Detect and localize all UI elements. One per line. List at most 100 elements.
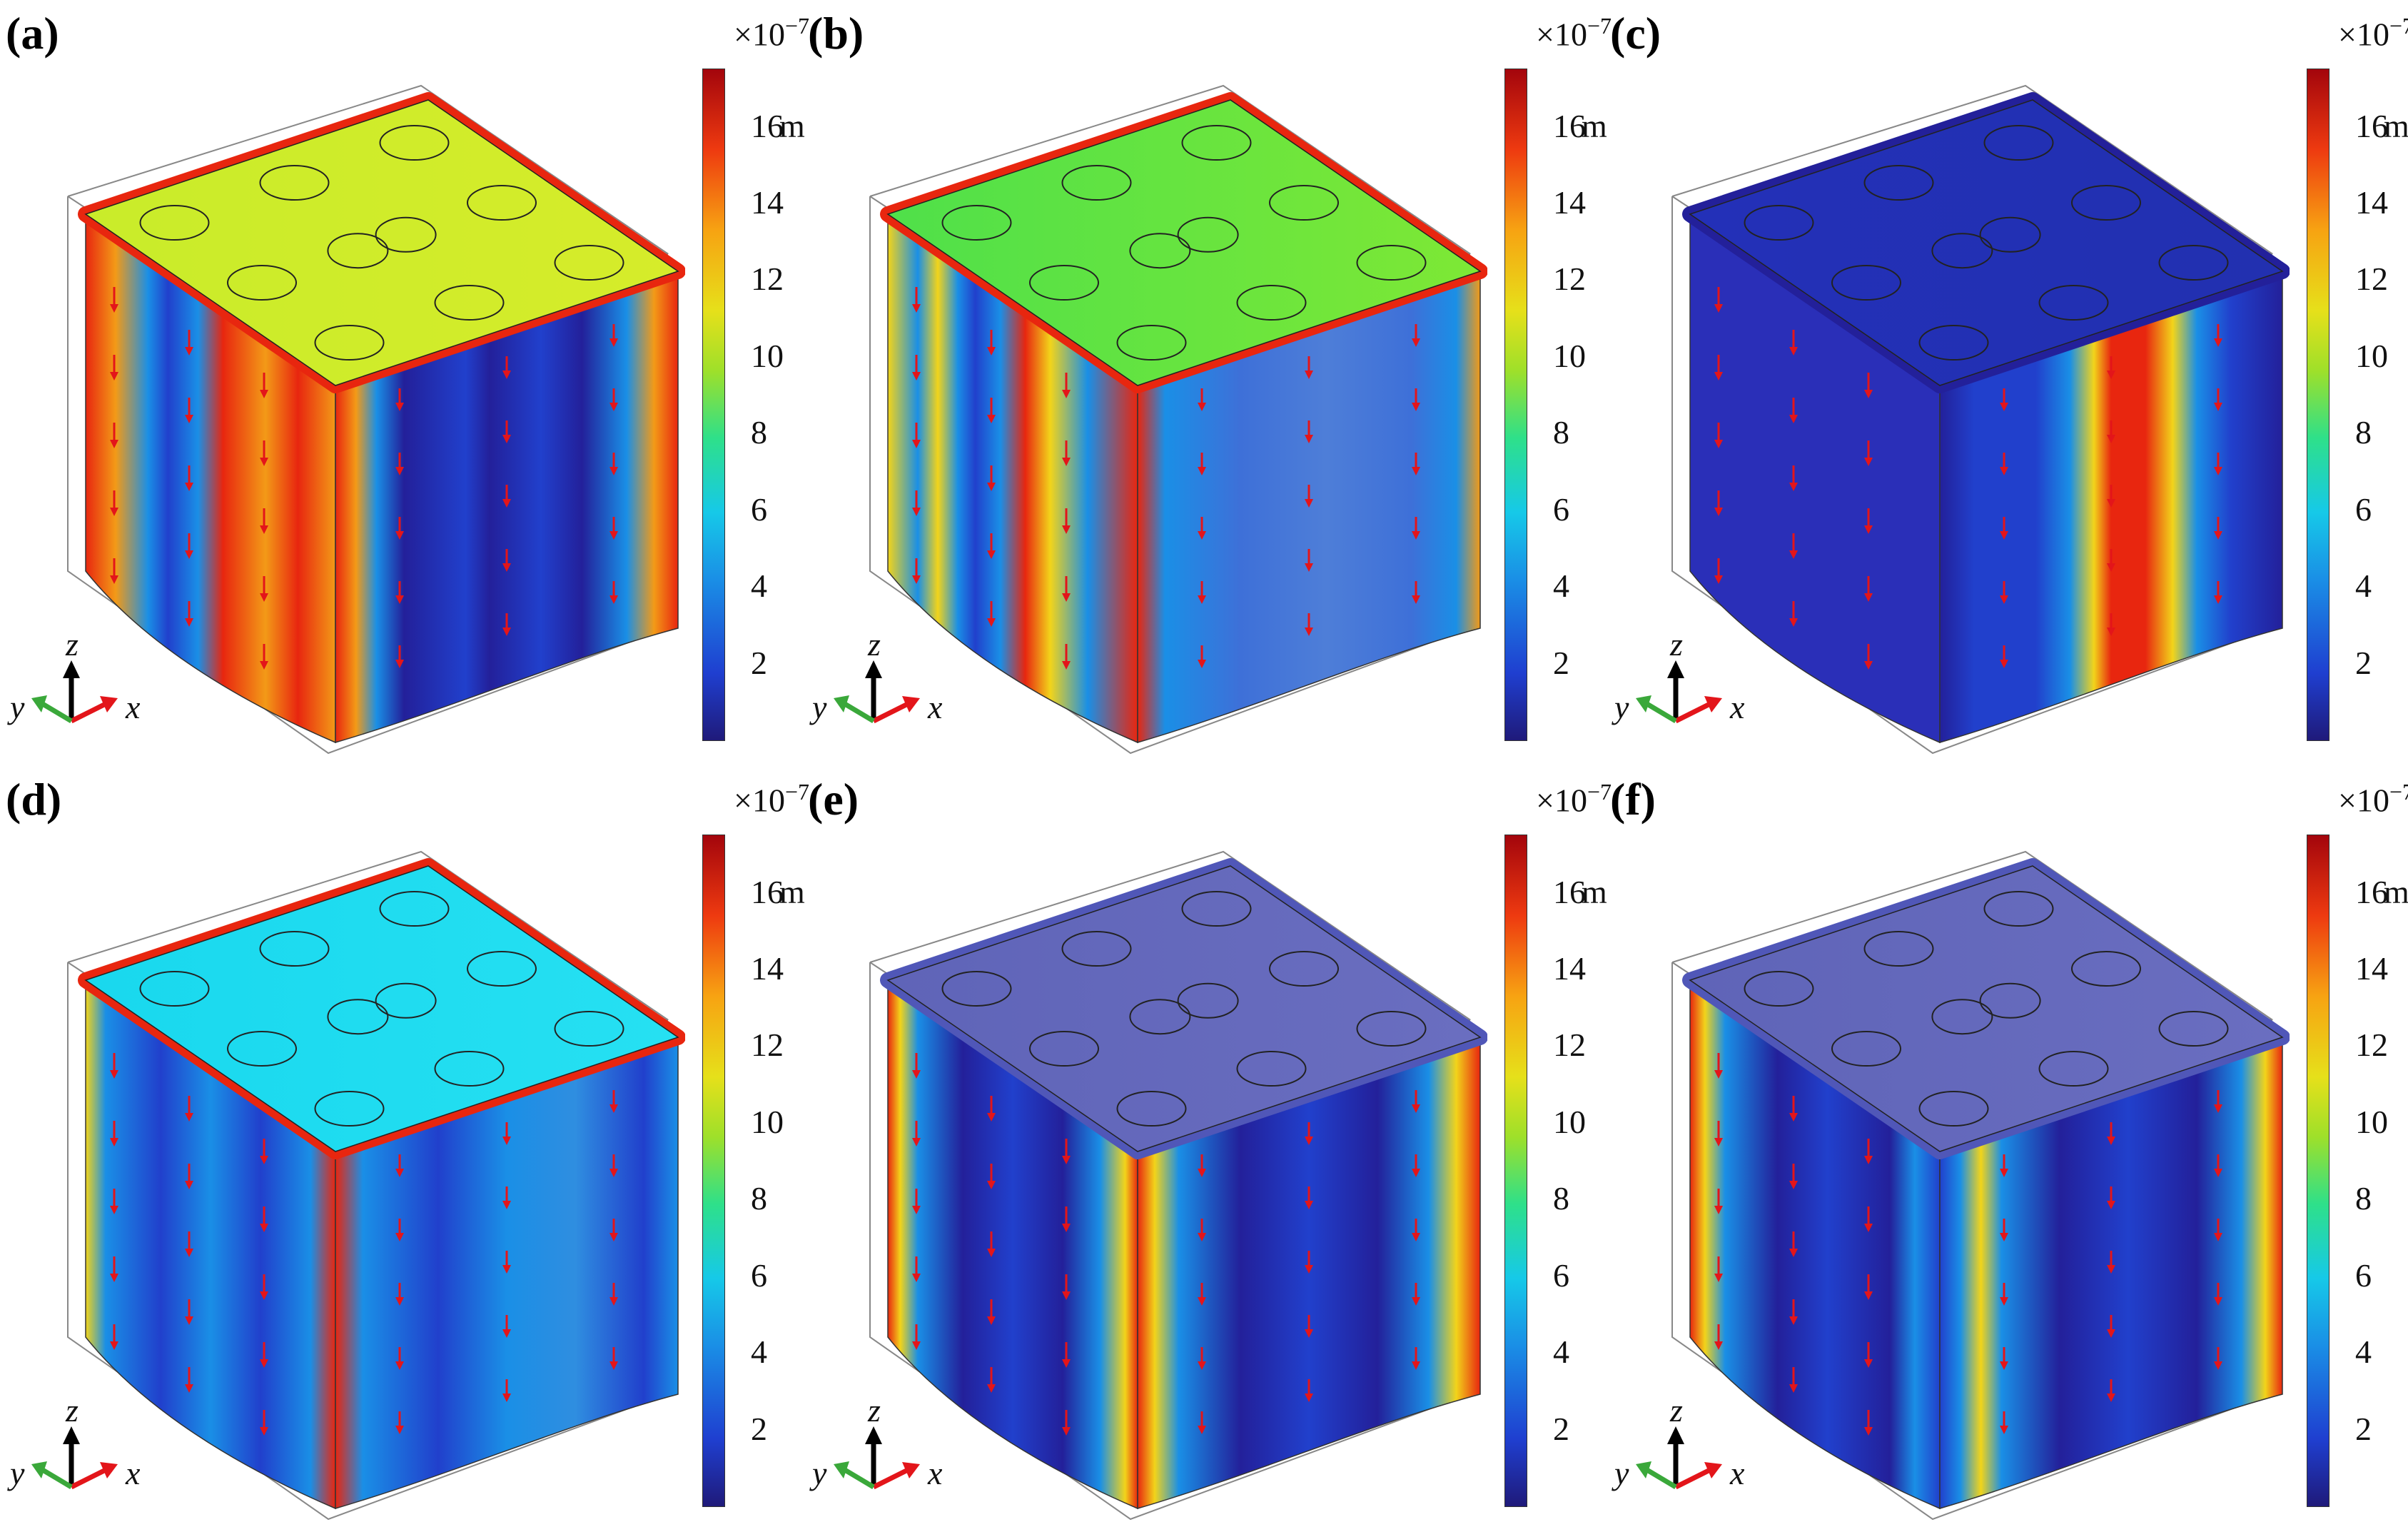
panel-c: (c) z x y ×10−7 2 4 6 8 10 12 14 16 m xyxy=(1604,0,2408,766)
displacement-arrow xyxy=(1412,388,1420,411)
top-hole xyxy=(1918,325,1989,361)
colorbar xyxy=(2307,835,2329,1507)
axis-label-y: y xyxy=(7,1455,25,1491)
cube-plot: z x y xyxy=(7,84,685,755)
displacement-arrow xyxy=(502,356,511,379)
displacement-arrow xyxy=(1714,423,1723,448)
displacement-arrow xyxy=(1062,576,1071,602)
displacement-arrow xyxy=(502,549,511,572)
displacement-arrow xyxy=(395,645,404,668)
top-hole xyxy=(941,971,1012,1007)
displacement-arrow xyxy=(260,440,268,466)
center-hole xyxy=(1129,233,1191,269)
displacement-arrow xyxy=(912,1121,921,1147)
colorbar-tick: 10 xyxy=(1553,337,1586,374)
colorbar-tick: 8 xyxy=(1553,1180,1569,1217)
displacement-arrow xyxy=(1864,440,1873,466)
displacement-arrow xyxy=(1062,1206,1071,1232)
displacement-arrow xyxy=(1305,1379,1313,1402)
displacement-arrow xyxy=(1412,581,1420,604)
displacement-arrow xyxy=(987,533,996,559)
axis-label-z: z xyxy=(65,1392,79,1428)
top-hole xyxy=(1863,165,1934,201)
top-hole xyxy=(1744,971,1814,1007)
colorbar-tick: 10 xyxy=(2355,337,2388,374)
top-hole xyxy=(1181,125,1252,161)
displacement-arrow xyxy=(609,388,618,411)
displacement-arrow xyxy=(912,490,921,516)
displacement-arrow xyxy=(2107,1379,2115,1402)
cube-plot: z x y xyxy=(809,850,1487,1521)
displacement-arrow xyxy=(609,324,618,347)
displacement-arrow xyxy=(912,1189,921,1214)
displacement-arrow xyxy=(1789,601,1798,627)
displacement-arrow xyxy=(185,1096,193,1122)
axis-label-y: y xyxy=(1612,1455,1629,1491)
displacement-arrow xyxy=(1789,533,1798,559)
top-hole xyxy=(2071,951,2141,987)
displacement-arrow xyxy=(1714,1324,1723,1350)
colorbar-tick: 14 xyxy=(1553,950,1586,987)
displacement-arrow xyxy=(2000,1283,2008,1306)
colorbar-unit: m xyxy=(2384,107,2408,144)
displacement-arrow xyxy=(502,1379,511,1402)
colorbar-tick: 14 xyxy=(2355,184,2388,221)
colorbar-tick: 4 xyxy=(2355,1334,2372,1371)
displacement-arrow xyxy=(1714,1053,1723,1079)
displacement-arrow xyxy=(2000,1154,2008,1177)
displacement-arrow xyxy=(1062,508,1071,534)
displacement-arrow xyxy=(1305,420,1313,443)
colorbar xyxy=(702,69,725,741)
top-hole xyxy=(1061,931,1132,967)
colorbar-tick: 10 xyxy=(751,337,784,374)
displacement-arrow xyxy=(609,1219,618,1241)
displacement-arrow xyxy=(2000,517,2008,540)
displacement-arrow xyxy=(260,644,268,670)
axis-label-z: z xyxy=(65,626,79,662)
displacement-arrow xyxy=(2214,517,2222,540)
top-hole xyxy=(1236,285,1307,321)
displacement-arrow xyxy=(1198,645,1206,668)
colorbar xyxy=(702,835,725,1507)
displacement-arrow xyxy=(110,558,118,584)
displacement-arrow xyxy=(2000,645,2008,668)
displacement-arrow xyxy=(395,1283,404,1306)
colorbar-tick: 4 xyxy=(1553,568,1569,605)
top-hole xyxy=(1269,185,1339,221)
colorbar-tick: 12 xyxy=(2355,261,2388,298)
axis-label-y: y xyxy=(1612,689,1629,725)
colorbar-exponent: ×10−7 xyxy=(1536,779,1612,819)
top-hole xyxy=(1116,325,1187,361)
displacement-arrow xyxy=(1198,581,1206,604)
colorbar-tick: 8 xyxy=(2355,1180,2372,1217)
displacement-arrow xyxy=(110,287,118,313)
top-hole xyxy=(554,245,624,281)
axis-label-x: x xyxy=(125,689,141,725)
displacement-arrow xyxy=(912,423,921,448)
colorbar-tick: 10 xyxy=(751,1103,784,1140)
displacement-arrow xyxy=(1864,644,1873,670)
displacement-arrow xyxy=(185,465,193,491)
colorbar-tick: 6 xyxy=(1553,1256,1569,1294)
colorbar-tick: 2 xyxy=(751,1410,767,1447)
displacement-arrow xyxy=(2214,388,2222,411)
displacement-arrow xyxy=(2000,581,2008,604)
axis-label-x: x xyxy=(125,1455,141,1491)
axis-triad: z x y xyxy=(809,1392,943,1491)
panel-a: (a) z x y ×10−7 2 4 6 8 10 12 14 16 m xyxy=(0,0,809,766)
displacement-arrow xyxy=(1305,1186,1313,1209)
axis-label-x: x xyxy=(1729,689,1745,725)
displacement-arrow xyxy=(1864,373,1873,398)
axis-triad: z x y xyxy=(1612,1392,1745,1491)
displacement-arrow xyxy=(395,1219,404,1241)
panel-label: (a) xyxy=(6,8,59,59)
colorbar-unit: m xyxy=(1582,107,1607,144)
top-hole xyxy=(1356,1011,1427,1047)
displacement-arrow xyxy=(1062,1274,1071,1300)
displacement-arrow xyxy=(1198,1347,1206,1370)
displacement-arrow xyxy=(1864,1410,1873,1436)
top-hole xyxy=(139,971,210,1007)
displacement-arrow xyxy=(1789,1367,1798,1393)
displacement-arrow xyxy=(2214,1090,2222,1113)
displacement-arrow xyxy=(1198,517,1206,540)
